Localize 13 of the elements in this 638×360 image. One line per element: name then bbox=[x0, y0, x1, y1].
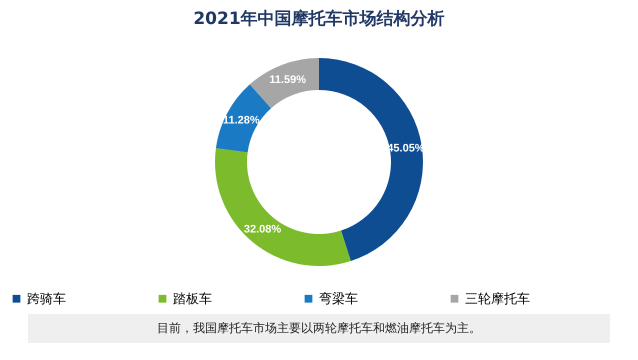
data-label: 11.28% bbox=[222, 114, 260, 127]
legend-label: 三轮摩托车 bbox=[465, 292, 530, 307]
donut-slice bbox=[250, 58, 319, 108]
legend-label: 跨骑车 bbox=[27, 292, 66, 307]
donut-slice bbox=[215, 148, 351, 266]
donut-slice bbox=[216, 84, 272, 152]
data-label: 32.08% bbox=[244, 223, 282, 236]
chart-title: 2021年中国摩托车市场结构分析 bbox=[193, 9, 445, 29]
legend-label: 弯梁车 bbox=[319, 290, 358, 307]
text: 目前，我国摩托车市场主要以两轮摩托车和燃油摩托车为主。 bbox=[156, 320, 482, 337]
donut-slice bbox=[319, 58, 423, 262]
legend-label: 踏板车 bbox=[173, 292, 212, 307]
data-label: 11.59% bbox=[269, 74, 306, 86]
